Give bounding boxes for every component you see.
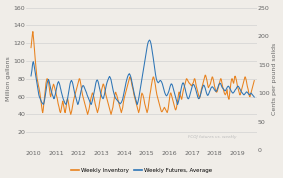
Text: FCOJ futures vs. weekly: FCOJ futures vs. weekly xyxy=(188,135,236,139)
Legend: Weekly Inventory, Weekly Futures, Average: Weekly Inventory, Weekly Futures, Averag… xyxy=(68,166,215,175)
Y-axis label: Cents per pound solids: Cents per pound solids xyxy=(273,43,277,115)
Y-axis label: Million gallons: Million gallons xyxy=(6,56,10,101)
